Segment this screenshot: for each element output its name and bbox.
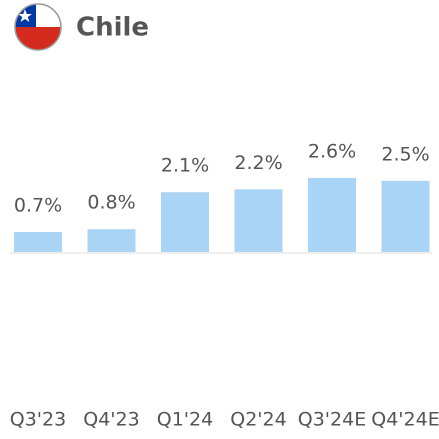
x-tick-label: Q2'24 xyxy=(230,409,286,431)
x-tick-label: Q3'24E xyxy=(298,409,366,431)
value-label: 2.6% xyxy=(308,141,356,163)
value-label: 0.8% xyxy=(87,192,135,214)
value-label: 0.7% xyxy=(14,195,62,217)
bar xyxy=(87,229,136,252)
bar xyxy=(234,189,283,252)
x-tick-label: Q3'23 xyxy=(10,409,66,431)
bar xyxy=(381,180,430,252)
flag-icon xyxy=(14,3,62,51)
x-tick-label: Q4'23 xyxy=(83,409,139,431)
value-label: 2.2% xyxy=(234,152,282,174)
bar xyxy=(161,192,209,252)
bar xyxy=(308,178,356,252)
x-tick-label: Q4'24E xyxy=(371,409,439,431)
x-tick-label: Q1'24 xyxy=(157,409,213,431)
bar xyxy=(14,232,62,252)
value-label: 2.1% xyxy=(161,155,209,177)
chart-title: Chile xyxy=(76,13,149,43)
value-label: 2.5% xyxy=(381,143,429,165)
